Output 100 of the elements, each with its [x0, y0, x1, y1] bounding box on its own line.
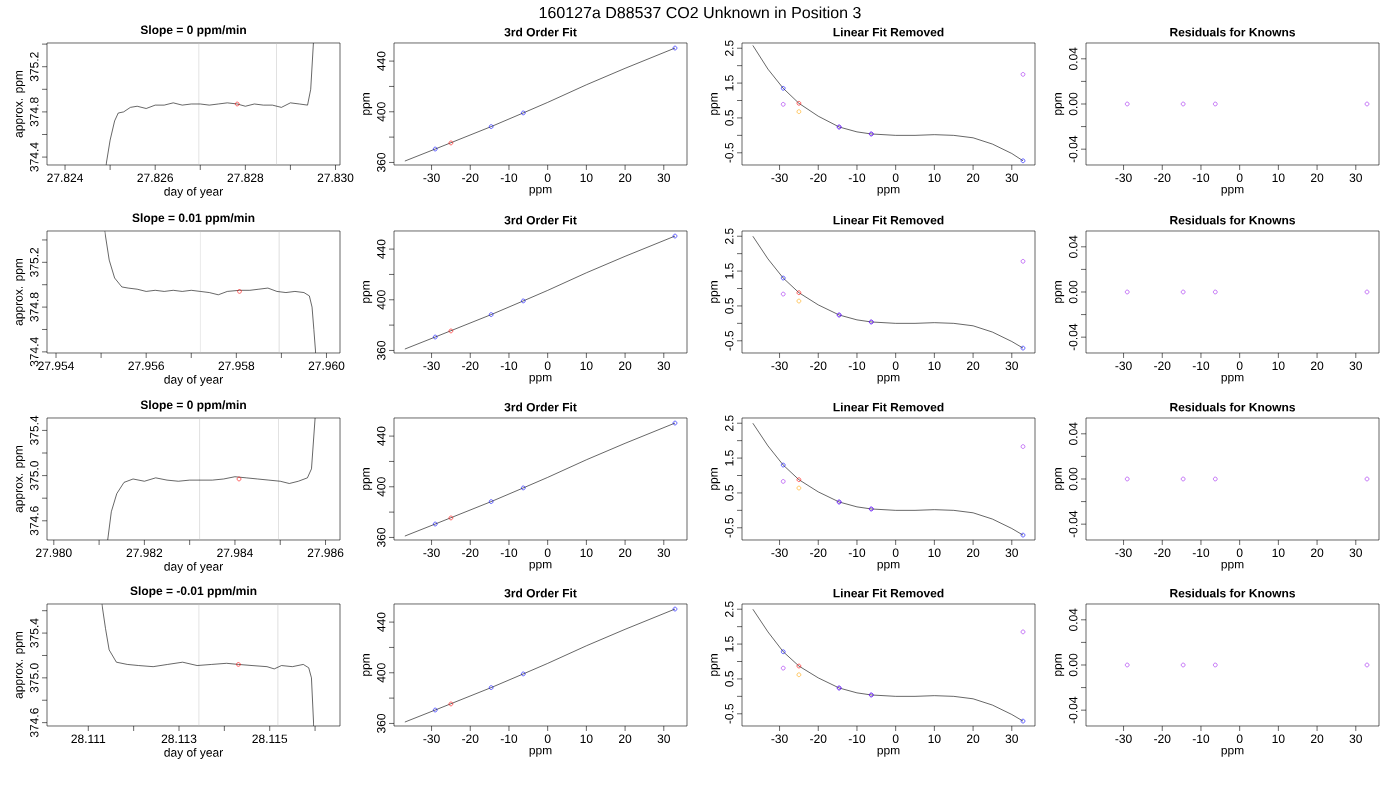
- x-tick-label: 0: [544, 548, 551, 558]
- y-tick-label: 400: [376, 663, 386, 683]
- x-axis-title: ppm: [1221, 374, 1244, 384]
- y-tick-label: 1.5: [725, 450, 734, 466]
- x-axis-title: ppm: [1221, 186, 1244, 196]
- x-axis-title: ppm: [877, 374, 900, 384]
- x-tick-label: 27.956: [128, 361, 164, 371]
- x-tick-label: -10: [848, 734, 866, 744]
- x-axis-title: ppm: [877, 186, 900, 196]
- x-tick-label: 27.828: [227, 173, 264, 183]
- x-tick-label: -10: [1192, 734, 1210, 744]
- x-tick-label: -30: [423, 734, 440, 744]
- y-tick-label: -0.04: [1068, 323, 1078, 351]
- x-tick-label: -20: [462, 361, 479, 371]
- x-tick-label: 28.115: [252, 734, 288, 743]
- x-tick-label: -10: [500, 361, 518, 371]
- x-axis-title: ppm: [1221, 561, 1244, 571]
- y-tick-label: 360: [376, 152, 386, 173]
- x-axis-title: day of year: [164, 186, 223, 199]
- x-tick-label: 27.826: [137, 173, 174, 183]
- x-tick-label: 0: [544, 361, 551, 371]
- x-tick-label: -20: [1154, 173, 1171, 183]
- x-tick-label: -30: [771, 361, 788, 371]
- x-tick-label: 10: [580, 734, 593, 744]
- y-tick-label: 0.5: [724, 671, 734, 687]
- x-tick-label: -10: [848, 548, 866, 558]
- y-tick-label: -0.04: [1068, 135, 1078, 163]
- x-tick-label: 30: [1349, 173, 1362, 183]
- x-tick-label: -10: [1192, 361, 1210, 371]
- y-tick-label: 440: [376, 426, 386, 446]
- y-axis-title: ppm: [711, 654, 721, 676]
- y-tick-label: 375.4: [30, 415, 39, 445]
- x-tick-label: 27.980: [36, 548, 72, 558]
- x-tick-label: -30: [771, 734, 788, 744]
- x-axis-title: ppm: [1221, 747, 1244, 757]
- x-tick-label: 30: [657, 361, 670, 371]
- x-tick-label: 27.986: [307, 548, 344, 558]
- x-tick-label: 0: [892, 361, 899, 371]
- x-tick-label: 30: [1349, 734, 1362, 744]
- x-tick-label: 20: [619, 734, 632, 744]
- y-tick-label: 1.5: [725, 75, 734, 91]
- y-tick-label: 400: [376, 477, 386, 497]
- chart-title: Linear Fit Removed: [833, 215, 944, 225]
- x-tick-label: -20: [810, 173, 827, 183]
- y-tick-label: 2.5: [724, 228, 734, 244]
- y-tick-label: -0.5: [724, 703, 734, 724]
- y-tick-label: 0.5: [724, 485, 734, 501]
- y-tick-label: 400: [376, 102, 386, 122]
- x-tick-label: -30: [1115, 734, 1132, 744]
- x-tick-label: -20: [1154, 361, 1171, 371]
- x-tick-label: 30: [1005, 361, 1018, 371]
- x-tick-label: 30: [1349, 548, 1362, 558]
- x-tick-label: 27.982: [126, 548, 163, 558]
- x-tick-label: -10: [500, 173, 518, 183]
- x-tick-label: 27.984: [217, 548, 253, 558]
- y-tick-label: 440: [376, 239, 386, 259]
- x-tick-label: 30: [657, 548, 670, 558]
- y-tick-label: 0.04: [1068, 422, 1078, 446]
- y-axis-title: ppm: [363, 468, 373, 490]
- y-tick-label: 0.00: [1068, 280, 1078, 304]
- x-axis-title: day of year: [164, 747, 223, 760]
- y-tick-label: -0.5: [724, 142, 734, 163]
- x-tick-label: 28.111: [71, 734, 106, 743]
- chart-title: Residuals for Knowns: [1170, 215, 1296, 225]
- x-axis-title: ppm: [529, 561, 552, 571]
- x-tick-label: 20: [619, 548, 632, 558]
- y-tick-label: 360: [376, 713, 386, 734]
- chart-title: Slope = 0 ppm/min: [140, 25, 246, 37]
- x-tick-label: -20: [462, 173, 479, 183]
- x-tick-label: 20: [619, 173, 632, 183]
- x-tick-label: 0: [1236, 173, 1243, 183]
- chart-title: Residuals for Knowns: [1170, 27, 1296, 37]
- x-tick-label: 10: [1272, 361, 1285, 371]
- x-tick-label: -20: [810, 361, 827, 371]
- y-tick-label: 440: [376, 612, 386, 632]
- x-tick-label: 0: [892, 173, 899, 183]
- x-tick-label: -20: [810, 548, 827, 558]
- y-axis-title: ppm: [1055, 93, 1065, 115]
- chart-title: Slope = -0.01 ppm/min: [130, 586, 257, 598]
- x-tick-label: -30: [423, 173, 440, 183]
- y-axis-title: ppm: [711, 93, 721, 115]
- x-tick-label: 0: [1236, 734, 1243, 744]
- y-tick-label: 2.5: [724, 601, 734, 617]
- y-tick-label: 0.00: [1068, 653, 1078, 677]
- x-axis-title: ppm: [529, 186, 552, 196]
- x-axis-title: ppm: [529, 374, 552, 384]
- x-tick-label: 30: [1349, 361, 1362, 371]
- y-axis-title: ppm: [1055, 468, 1065, 490]
- y-tick-label: 0.00: [1068, 467, 1078, 491]
- x-tick-label: 27.954: [38, 361, 75, 371]
- y-tick-label: 374.4: [30, 337, 39, 367]
- y-tick-label: 375.2: [30, 247, 39, 277]
- x-tick-label: 0: [544, 173, 551, 183]
- y-tick-label: 360: [376, 527, 386, 548]
- y-tick-label: 374.6: [30, 506, 39, 536]
- x-tick-label: 10: [928, 173, 941, 183]
- y-tick-label: 2.5: [724, 415, 734, 431]
- y-tick-label: 375.2: [30, 52, 39, 82]
- x-tick-label: -30: [771, 548, 788, 558]
- chart-title: Linear Fit Removed: [833, 402, 944, 412]
